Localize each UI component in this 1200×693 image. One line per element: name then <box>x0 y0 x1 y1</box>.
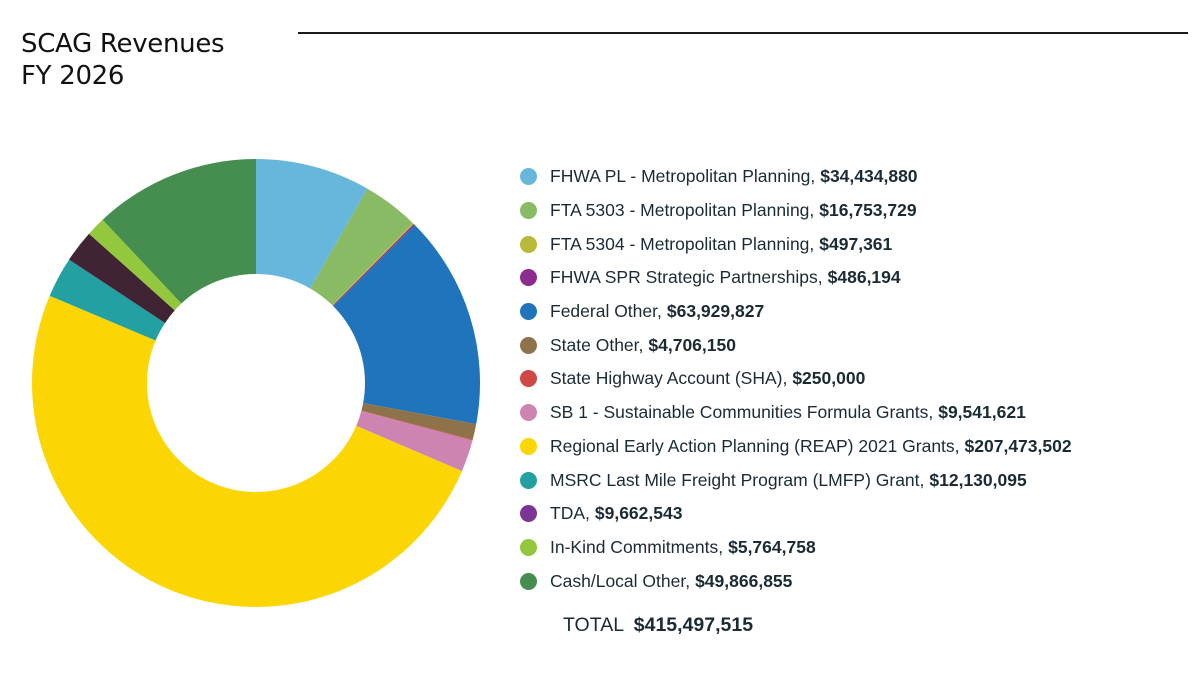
total-line: TOTAL $415,497,515 <box>563 614 753 637</box>
legend-dot-icon <box>520 269 537 287</box>
legend-item: FHWA PL - Metropolitan Planning, $34,434,… <box>520 160 1072 194</box>
donut-slice <box>333 225 481 425</box>
legend-dot-icon <box>520 303 537 321</box>
legend-label: FHWA PL - Metropolitan Planning, <box>550 166 816 187</box>
legend-item: Federal Other, $63,929,827 <box>520 295 1072 329</box>
legend-dot-icon <box>520 235 537 253</box>
total-label: TOTAL <box>563 614 624 636</box>
legend-item: TDA, $9,662,543 <box>520 497 1072 531</box>
legend-value: $4,706,150 <box>648 334 736 355</box>
legend-item: State Other, $4,706,150 <box>520 328 1072 362</box>
legend-item: In-Kind Commitments, $5,764,758 <box>520 531 1072 565</box>
legend-item: FTA 5303 - Metropolitan Planning, $16,753… <box>520 194 1072 228</box>
chart-legend: FHWA PL - Metropolitan Planning, $34,434,… <box>520 160 1072 598</box>
legend-item: Regional Early Action Planning (REAP) 20… <box>520 430 1072 464</box>
legend-dot-icon <box>520 505 537 523</box>
legend-item: SB 1 - Sustainable Communities Formula G… <box>520 396 1072 430</box>
legend-label: FTA 5304 - Metropolitan Planning, <box>550 233 815 254</box>
legend-label: Regional Early Action Planning (REAP) 20… <box>550 435 960 456</box>
legend-value: $12,130,095 <box>929 469 1027 490</box>
page-title: SCAG Revenues FY 2026 <box>21 28 225 92</box>
legend-dot-icon <box>520 202 537 220</box>
donut-slice <box>332 224 415 307</box>
legend-dot-icon <box>520 370 537 388</box>
legend-label: State Highway Account (SHA), <box>550 368 788 389</box>
donut-slice <box>361 410 473 441</box>
legend-dot-icon <box>520 437 537 455</box>
total-value: $415,497,515 <box>633 614 754 636</box>
donut-slice <box>356 411 473 472</box>
legend-value: $497,361 <box>819 233 893 254</box>
legend-item: FHWA SPR Strategic Partnerships, $486,194 <box>520 261 1072 295</box>
title-line-2: FY 2026 <box>21 61 125 91</box>
legend-label: SB 1 - Sustainable Communities Formula G… <box>550 402 934 423</box>
donut-slice <box>256 159 368 289</box>
donut-slice <box>361 403 477 440</box>
legend-value: $63,929,827 <box>666 301 765 322</box>
legend-dot-icon <box>520 471 537 489</box>
donut-slice <box>102 159 256 304</box>
legend-dot-icon <box>520 168 537 186</box>
donut-slice <box>89 219 182 311</box>
legend-value: $486,194 <box>827 267 901 288</box>
donut-slice <box>49 259 166 341</box>
legend-label: TDA, <box>550 503 590 524</box>
legend-dot-icon <box>520 572 537 590</box>
legend-label: State Other, <box>550 334 644 355</box>
donut-slice <box>31 295 462 608</box>
legend-value: $207,473,502 <box>964 435 1072 456</box>
legend-label: FHWA SPR Strategic Partnerships, <box>550 267 823 288</box>
donut-slice <box>69 233 175 323</box>
legend-value: $5,764,758 <box>728 536 816 557</box>
legend-item: FTA 5304 - Metropolitan Planning, $497,36… <box>520 227 1072 261</box>
legend-item: Cash/Local Other, $49,866,855 <box>520 564 1072 598</box>
donut-slice <box>332 222 414 306</box>
legend-dot-icon <box>520 538 537 556</box>
donut-slice <box>310 188 413 306</box>
legend-value: $34,434,880 <box>820 166 918 187</box>
legend-value: $9,662,543 <box>594 503 683 524</box>
legend-item: State Highway Account (SHA), $250,000 <box>520 362 1072 396</box>
legend-item: MSRC Last Mile Freight Program (LMFP) Gr… <box>520 463 1072 497</box>
legend-label: In-Kind Commitments, <box>550 536 724 557</box>
legend-label: FTA 5303 - Metropolitan Planning, <box>550 200 815 221</box>
legend-label: Federal Other, <box>550 301 662 322</box>
title-line-1: SCAG Revenues <box>21 29 225 59</box>
legend-value: $9,541,621 <box>938 402 1026 423</box>
legend-label: MSRC Last Mile Freight Program (LMFP) Gr… <box>550 469 925 490</box>
legend-dot-icon <box>520 404 537 422</box>
donut-chart <box>31 159 481 608</box>
header-divider <box>298 32 1188 34</box>
legend-dot-icon <box>520 336 537 354</box>
legend-value: $250,000 <box>792 368 866 389</box>
legend-value: $16,753,729 <box>819 200 917 221</box>
legend-label: Cash/Local Other, <box>550 570 691 591</box>
legend-value: $49,866,855 <box>695 570 793 591</box>
